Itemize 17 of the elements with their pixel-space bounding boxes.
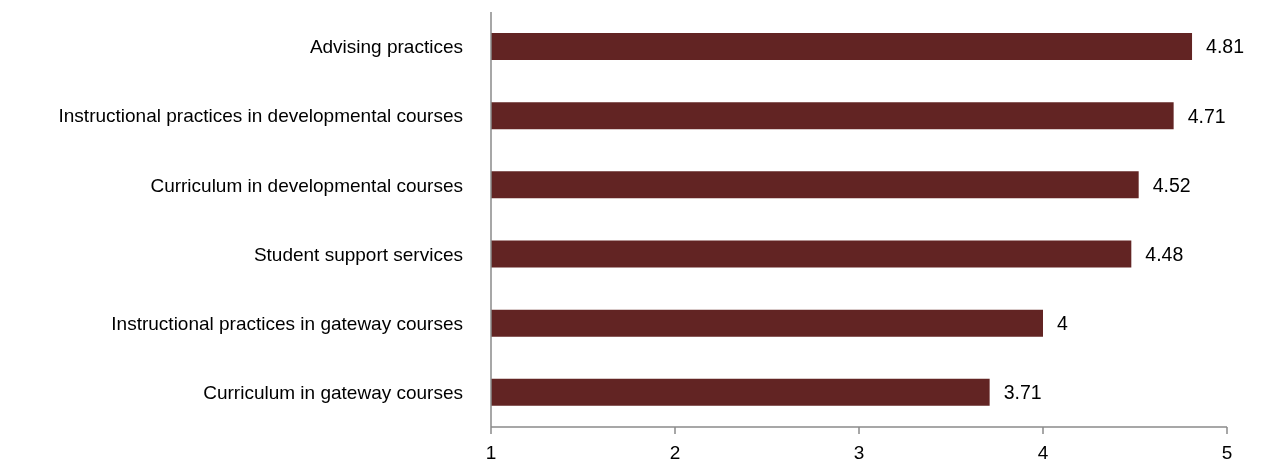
x-tick-label: 4 [1037,442,1049,464]
y-tick-label: Instructional practices in developmental courses [58,105,463,127]
y-tick-label: Student support services [253,243,463,265]
y-tick-label: Advising practices [309,36,463,58]
x-tick-label: 3 [853,442,865,464]
x-tick-label: 5 [1221,442,1233,464]
data-label: 4.81 [1206,35,1244,58]
x-tick-label: 1 [485,442,497,464]
y-tick-label: Instructional practices in gateway courses [111,312,463,334]
data-label: 3.71 [1003,381,1042,404]
x-tick-label: 2 [669,442,681,464]
data-label: 4.48 [1145,242,1184,265]
y-tick-label: Curriculum in gateway courses [203,382,463,404]
y-tick-label: Curriculum in developmental courses [150,174,463,196]
data-label: 4.71 [1187,104,1226,127]
data-label: 4.52 [1152,173,1191,196]
data-label: 4 [1057,312,1068,335]
